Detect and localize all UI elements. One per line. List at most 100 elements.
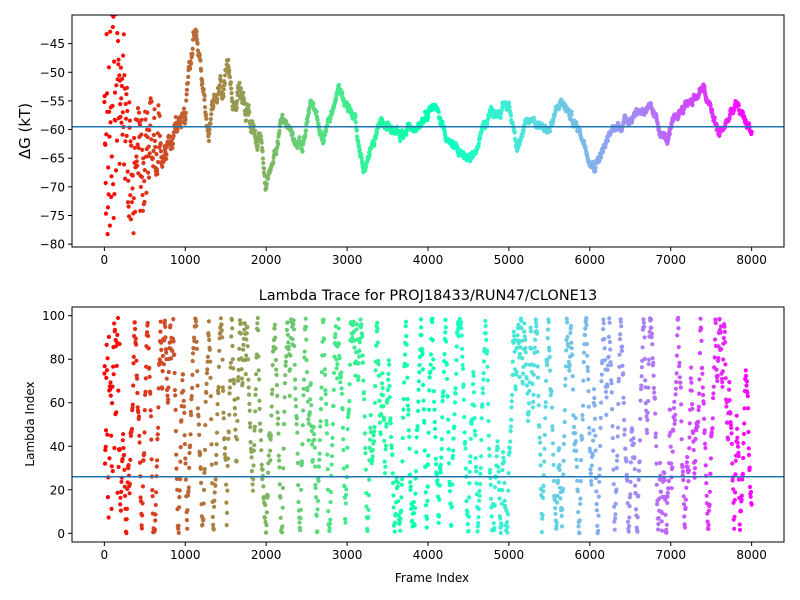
lambda-point	[676, 345, 681, 350]
lambda-point	[322, 337, 327, 342]
delta-g-point	[261, 160, 266, 166]
lambda-point	[122, 467, 127, 472]
lambda-point	[433, 426, 438, 431]
lambda-point	[160, 369, 165, 374]
lambda-point	[246, 377, 251, 382]
delta-g-point	[200, 81, 205, 86]
lambda-point	[198, 466, 203, 471]
delta-g-point	[114, 138, 120, 143]
lambda-point	[628, 460, 634, 465]
lambda-point	[149, 457, 154, 462]
lambda-point	[421, 398, 426, 403]
lambda-point	[176, 526, 181, 531]
lambda-point	[338, 380, 343, 385]
lambda-point	[543, 400, 548, 405]
lambda-point	[140, 501, 145, 506]
lambda-point	[164, 350, 169, 355]
lambda-point	[485, 348, 490, 353]
lambda-point	[571, 413, 576, 418]
lambda-point	[682, 514, 687, 519]
lambda-point	[188, 443, 193, 448]
lambda-point	[538, 452, 543, 457]
lambda-point	[519, 338, 525, 343]
lambda-point	[602, 336, 607, 342]
lambda-point	[601, 327, 606, 332]
lambda-point	[389, 434, 394, 440]
delta-g-point	[259, 140, 264, 145]
lambda-point	[382, 459, 387, 464]
dg-x-tick-label: 6000	[575, 253, 606, 267]
delta-g-point	[142, 168, 147, 173]
lambda-point	[567, 368, 572, 373]
lambda-point	[406, 407, 411, 412]
lambda-point	[424, 503, 429, 508]
lambda-point	[104, 342, 109, 347]
lambda-point	[524, 362, 529, 367]
lambda-point	[168, 356, 174, 361]
lambda-point	[411, 500, 416, 505]
lambda-point	[386, 358, 391, 363]
lambda-point	[317, 451, 322, 456]
lambda-point	[295, 430, 300, 435]
lambda-point	[128, 457, 133, 462]
lambda-point	[682, 522, 687, 527]
lambda-point	[562, 434, 567, 439]
delta-g-point	[201, 87, 206, 92]
lambda-point	[112, 327, 118, 332]
lam-x-tick-label: 8000	[736, 548, 767, 562]
lambda-point	[562, 420, 567, 425]
lambda-point	[651, 360, 656, 365]
lambda-point	[295, 460, 300, 466]
lambda-point	[744, 373, 749, 378]
delta-g-point	[160, 164, 165, 169]
lambda-point	[232, 397, 237, 402]
lambda-point	[593, 433, 598, 438]
lambda-point	[728, 411, 733, 416]
lambda-point	[735, 440, 740, 445]
lambda-point	[683, 497, 689, 502]
lambda-point	[250, 482, 255, 487]
lambda-point	[747, 465, 752, 470]
lambda-point	[606, 354, 611, 359]
lambda-point	[208, 375, 213, 380]
lambda-point	[135, 405, 140, 410]
lambda-point	[496, 469, 501, 474]
lambda-point	[368, 430, 374, 435]
lambda-point	[174, 452, 179, 457]
lambda-point	[689, 380, 694, 385]
lambda-point	[404, 342, 409, 347]
lambda-point	[133, 326, 138, 332]
lambda-point	[628, 492, 633, 497]
lambda-point	[728, 422, 734, 427]
lambda-point	[689, 365, 694, 370]
lambda-point	[485, 378, 490, 383]
lambda-point	[589, 478, 594, 484]
lambda-point	[511, 329, 516, 334]
lambda-point	[244, 337, 249, 342]
delta-g-point	[373, 135, 378, 141]
delta-g-point	[108, 29, 113, 34]
lambda-point	[178, 459, 183, 464]
lambda-point	[497, 487, 502, 493]
lambda-point	[716, 344, 721, 349]
lambda-point	[201, 517, 206, 522]
lambda-point	[579, 458, 584, 463]
delta-g-point	[116, 57, 121, 62]
lambda-point	[711, 391, 716, 396]
delta-g-point	[145, 110, 150, 115]
lambda-point	[702, 416, 707, 421]
lambda-point	[540, 513, 545, 518]
lambda-point	[291, 318, 296, 323]
lambda-point	[479, 454, 484, 459]
delta-g-point	[314, 109, 319, 114]
lambda-point	[166, 397, 171, 402]
lambda-point	[553, 506, 558, 511]
delta-g-point	[140, 192, 145, 198]
lambda-point	[436, 520, 441, 525]
lambda-point	[396, 499, 401, 504]
lambda-point	[677, 364, 682, 369]
lambda-point	[736, 477, 742, 482]
lambda-point	[502, 480, 507, 485]
delta-g-point	[374, 130, 379, 135]
lambda-point	[475, 529, 480, 534]
